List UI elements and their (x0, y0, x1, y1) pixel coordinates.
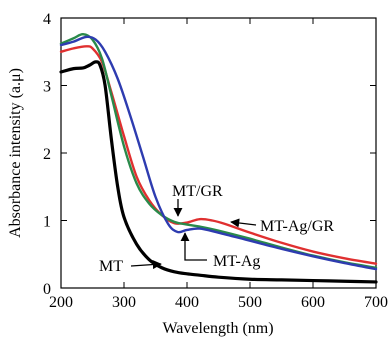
y-tick-label: 0 (43, 281, 51, 298)
y-tick-label: 2 (43, 146, 51, 163)
series-layer (59, 33, 378, 284)
annotation-arrow-mt-ag (180, 232, 207, 261)
y-axis-title: Absorbance intensity (a.μ) (7, 68, 24, 238)
x-axis-title: Wavelength (nm) (162, 320, 273, 337)
x-tick-label: 400 (175, 294, 199, 311)
annotation-arrow-mt-ag-gr (230, 218, 257, 228)
x-tick-label: 500 (238, 294, 262, 311)
annotation-label-mt: MT (99, 258, 123, 275)
y-tick-label: 1 (43, 214, 51, 231)
x-tick-label: 600 (301, 294, 325, 311)
annotation-label-mt-gr: MT/GR (172, 183, 223, 200)
annotation-label-mt-ag-gr: MT-Ag/GR (260, 218, 334, 235)
series-line-mt (59, 60, 378, 284)
annotation-arrow-mt (130, 260, 162, 270)
x-tick-label: 300 (112, 294, 136, 311)
annotation-layer: MT/GR MT-Ag/GR MT-Ag MT (99, 183, 334, 275)
y-tick-label: 4 (43, 11, 51, 28)
tick-labels: 200 300 400 500 600 700 0 1 2 3 4 (43, 11, 388, 311)
x-tick-label: 200 (49, 294, 73, 311)
annotation-label-mt-ag: MT-Ag (213, 253, 260, 270)
x-tick-label: 700 (364, 294, 388, 311)
y-tick-label: 3 (43, 79, 51, 96)
series-line-mt-ag (59, 35, 378, 271)
axis-ticks (60, 17, 377, 289)
series-line-mt-gr (59, 33, 378, 269)
